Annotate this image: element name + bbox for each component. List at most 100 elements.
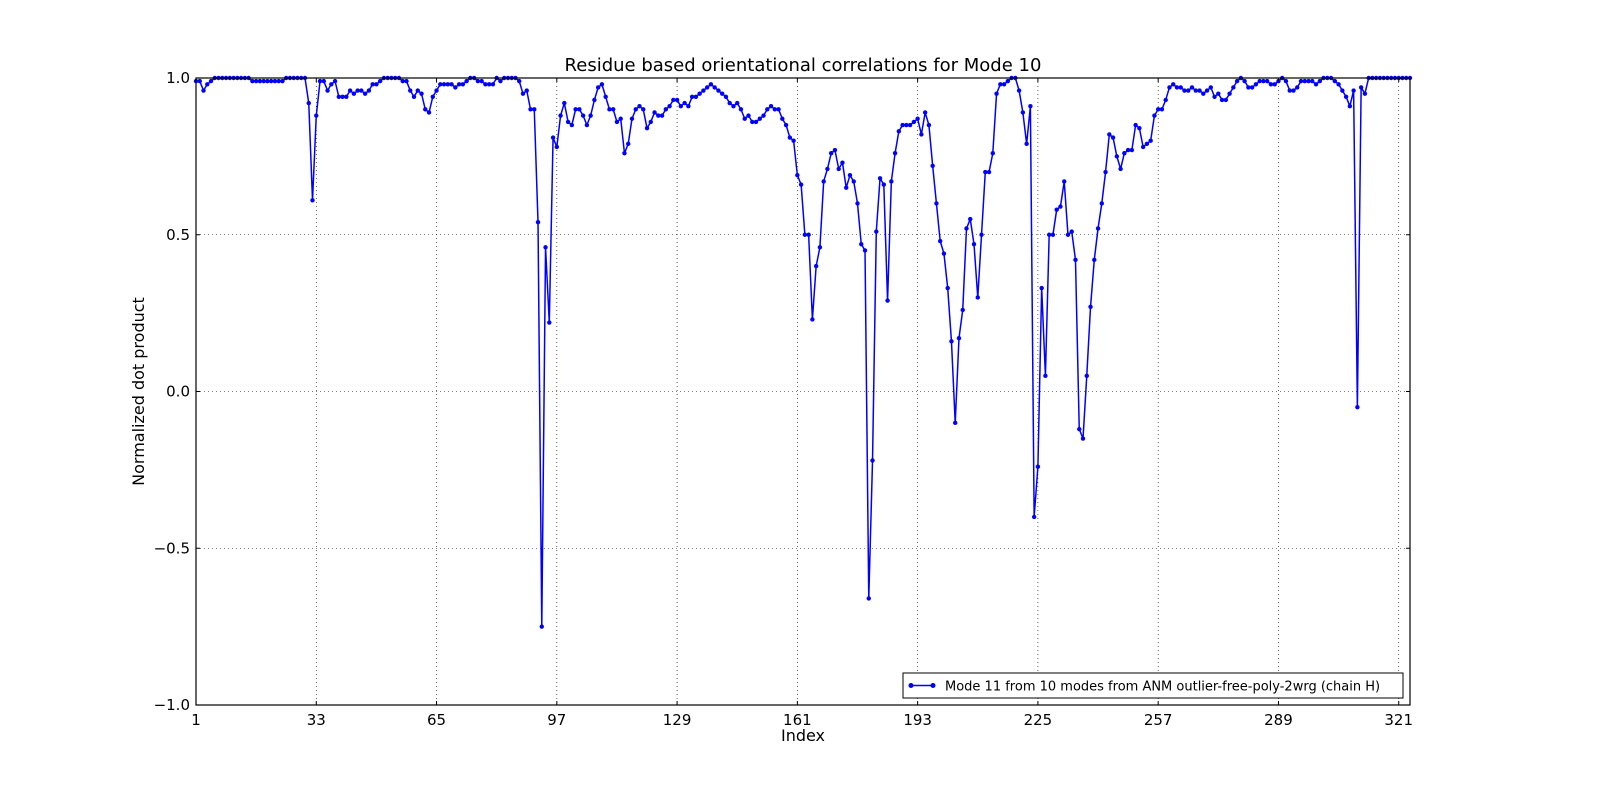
data-point [1253, 82, 1259, 87]
data-point [1332, 78, 1338, 84]
data-point [1152, 113, 1157, 118]
data-point [1204, 88, 1210, 93]
data-point [768, 104, 774, 109]
data-point [678, 104, 684, 109]
data-point [892, 151, 898, 156]
data-point [1065, 232, 1071, 237]
y-axis-label: Normalized dot product [129, 297, 148, 486]
data-point [994, 91, 999, 96]
data-point [618, 116, 623, 121]
data-point [332, 78, 338, 84]
x-tick-label: 321 [1384, 711, 1413, 729]
data-point [250, 78, 255, 84]
data-point [885, 298, 890, 303]
data-point [813, 263, 819, 269]
data-point [1058, 204, 1063, 209]
data-point [1268, 82, 1274, 87]
data-point [1039, 285, 1044, 291]
data-point [603, 94, 608, 100]
data-point [686, 104, 691, 109]
data-point [201, 88, 206, 93]
data-point [1122, 151, 1127, 156]
data-point [656, 113, 661, 118]
data-point [1347, 104, 1353, 109]
data-point [265, 78, 270, 84]
data-point [1062, 179, 1067, 184]
x-tick-label: 193 [903, 711, 932, 729]
data-point [547, 320, 552, 325]
data-point [840, 160, 845, 165]
data-point [1264, 78, 1270, 84]
data-point [704, 85, 710, 90]
data-point [599, 82, 605, 87]
data-point [626, 141, 631, 147]
data-point [449, 82, 454, 87]
data-point [968, 216, 973, 222]
data-point [1249, 85, 1255, 90]
data-point [727, 100, 732, 106]
data-point [941, 251, 947, 256]
y-axis-ticks: −1.0 −0.5 0.0 0.5 1.0 [154, 69, 1410, 714]
data-point [1077, 426, 1082, 432]
data-point [757, 116, 762, 121]
data-point [1005, 78, 1011, 84]
data-point [832, 147, 838, 153]
data-point [870, 458, 875, 463]
data-point [1155, 107, 1161, 112]
data-point [325, 88, 330, 93]
data-point [1193, 88, 1198, 93]
data-point [1103, 169, 1108, 175]
data-point [945, 285, 950, 291]
data-point [208, 78, 214, 84]
grid-lines [195, 77, 1410, 706]
data-point [441, 82, 447, 87]
x-tick-label: 257 [1144, 711, 1173, 729]
x-tick-label: 1 [191, 711, 201, 729]
data-point [847, 172, 853, 178]
x-tick-label: 161 [783, 711, 812, 729]
data-point [400, 78, 405, 84]
data-point [1069, 229, 1074, 234]
data-point [336, 94, 342, 100]
x-tick-label: 129 [663, 711, 692, 729]
data-point [344, 94, 349, 100]
data-point [1208, 85, 1214, 90]
data-point [317, 78, 323, 84]
data-point [1140, 144, 1146, 150]
data-point [1050, 232, 1056, 237]
data-point [314, 113, 319, 118]
data-point [622, 151, 627, 156]
series-layer [193, 75, 1413, 629]
x-tick-label: 289 [1264, 711, 1293, 729]
data-point [964, 226, 969, 231]
data-point [953, 420, 958, 426]
data-point [535, 220, 541, 225]
data-point [588, 113, 593, 118]
y-tick-label: 0.5 [166, 226, 190, 244]
data-point [460, 82, 466, 87]
data-point [1092, 257, 1097, 263]
data-point [1054, 207, 1059, 212]
data-point [1189, 85, 1195, 90]
data-point [881, 182, 887, 187]
data-point [1016, 88, 1022, 93]
data-point [1024, 141, 1029, 147]
data-point [1020, 110, 1026, 115]
data-point [1212, 94, 1217, 100]
data-point [1313, 82, 1319, 87]
data-point [1084, 373, 1089, 379]
data-point [682, 100, 687, 106]
data-point [479, 78, 484, 84]
data-point [453, 85, 458, 90]
data-point [366, 88, 372, 93]
data-point [719, 91, 725, 96]
data-point [922, 110, 928, 115]
data-point [517, 78, 522, 84]
plot-frame [195, 77, 1411, 706]
data-point [990, 151, 995, 156]
data-point [859, 241, 864, 247]
data-point [629, 116, 635, 121]
data-point [611, 107, 616, 112]
data-point [1182, 88, 1187, 93]
